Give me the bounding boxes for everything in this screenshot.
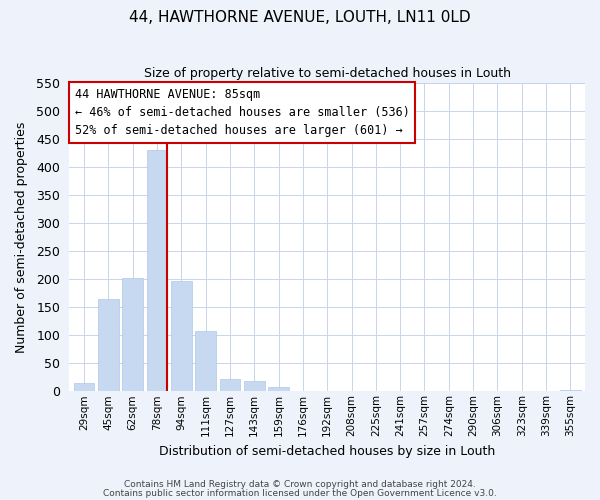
Text: Contains public sector information licensed under the Open Government Licence v3: Contains public sector information licen… — [103, 488, 497, 498]
Bar — [220, 379, 240, 392]
Bar — [244, 381, 265, 392]
Bar — [122, 278, 143, 392]
Title: Size of property relative to semi-detached houses in Louth: Size of property relative to semi-detach… — [143, 68, 511, 80]
Text: Contains HM Land Registry data © Crown copyright and database right 2024.: Contains HM Land Registry data © Crown c… — [124, 480, 476, 489]
Text: 44, HAWTHORNE AVENUE, LOUTH, LN11 0LD: 44, HAWTHORNE AVENUE, LOUTH, LN11 0LD — [129, 10, 471, 25]
Y-axis label: Number of semi-detached properties: Number of semi-detached properties — [15, 122, 28, 353]
X-axis label: Distribution of semi-detached houses by size in Louth: Distribution of semi-detached houses by … — [159, 444, 496, 458]
Bar — [560, 390, 581, 392]
Bar — [268, 388, 289, 392]
Bar — [98, 299, 119, 392]
Text: 44 HAWTHORNE AVENUE: 85sqm
← 46% of semi-detached houses are smaller (536)
52% o: 44 HAWTHORNE AVENUE: 85sqm ← 46% of semi… — [74, 88, 409, 136]
Bar — [74, 383, 94, 392]
Bar — [195, 332, 216, 392]
Bar — [171, 281, 191, 392]
Bar — [146, 150, 167, 392]
